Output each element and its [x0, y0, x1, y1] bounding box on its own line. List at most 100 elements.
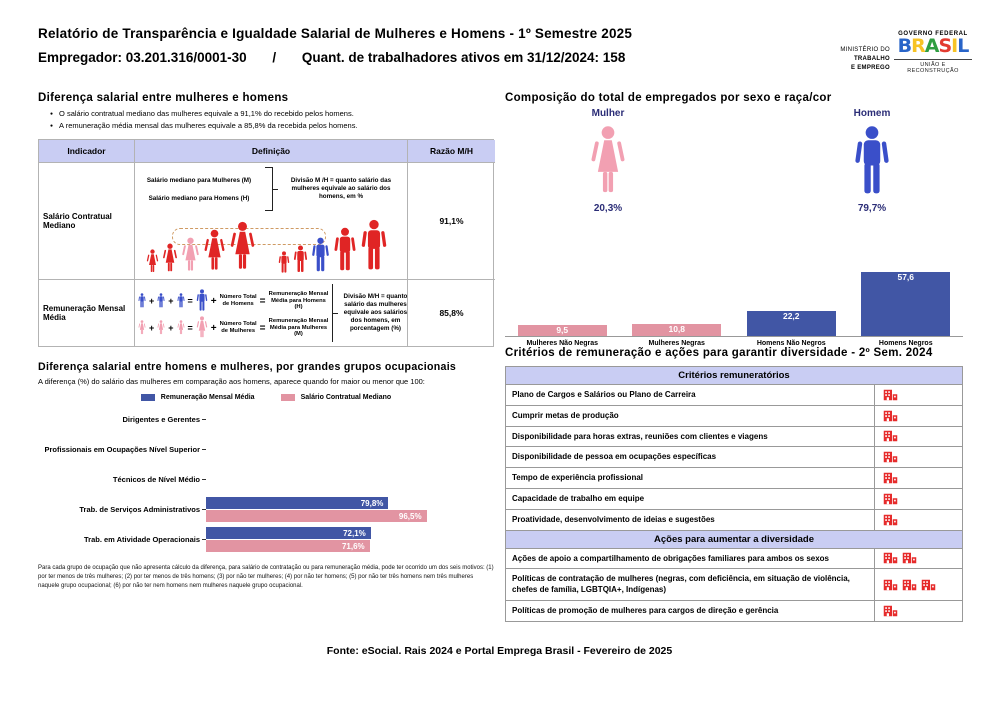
woman-figure-icon — [146, 249, 159, 272]
occupational-row: Dirigentes e Gerentes — [38, 407, 494, 432]
criteria-section1-header: Critérios remuneratórios — [506, 367, 962, 384]
brasil-letter: I — [951, 35, 958, 57]
indicator-mean-remuneration: Remuneração Mensal Média — [39, 279, 134, 346]
legend-swatch-pink — [280, 394, 295, 401]
company-building-icon — [883, 389, 898, 401]
man-figure-icon — [176, 293, 185, 308]
woman-figure-icon — [176, 320, 185, 335]
company-building-icon — [883, 605, 898, 617]
ratio-mean-remuneration: 85,8% — [407, 279, 495, 346]
male-percentage: 79,7% — [857, 203, 887, 214]
col-header-definicao: Definição — [134, 140, 407, 162]
bar-value-label: 96,5% — [398, 511, 422, 521]
woman-figure-icon — [138, 320, 146, 335]
gov-federal-logo: GOVERNO FEDERAL BRASIL UNIÃO E RECONSTRU… — [894, 31, 972, 74]
criteria-company-icons — [874, 468, 962, 488]
report-header: Relatório de Transparência e Igualdade S… — [38, 26, 632, 65]
indicator-table: Indicador Definição Razão M/H Salário Co… — [38, 139, 495, 347]
man-figure-icon-median — [312, 237, 329, 272]
company-building-icon — [883, 553, 898, 564]
bar-plot-area: 10,8 — [619, 258, 734, 337]
occupational-bar-blue — [206, 407, 446, 419]
company-building-icon — [883, 514, 898, 525]
median-men-line: Salário mediano para Homens (H) — [148, 194, 250, 202]
criteria-row: Ações de apoio a compartilhamento de obr… — [506, 547, 962, 569]
criteria-company-icons — [874, 548, 962, 569]
occupational-bars — [206, 407, 446, 432]
criteria-label: Disponibilidade de pessoa em ocupações e… — [512, 452, 717, 462]
woman-figure-icon — [162, 243, 178, 272]
criteria-label: Cumprir metas de produção — [512, 410, 619, 420]
section-title-salary-gap: Diferença salarial entre mulheres e home… — [38, 92, 289, 104]
criteria-company-icons — [874, 426, 962, 447]
bar-value-label: 10,8 — [668, 323, 686, 334]
criteria-row: Políticas de contratação de mulheres (ne… — [506, 568, 962, 600]
report-subtitle: Empregador: 03.201.316/0001-30 / Quant. … — [38, 50, 632, 65]
criteria-label: Proatividade, desenvolvimento de ideias … — [512, 514, 715, 524]
employer-id: Empregador: 03.201.316/0001-30 — [38, 50, 247, 65]
bar-value-label: 72,1% — [343, 528, 366, 538]
occupational-bar-blue — [206, 467, 446, 479]
occupational-category-label: Técnicos de Nível Médio — [38, 475, 206, 484]
ratio-median-salary: 91,1% — [407, 162, 495, 279]
occupational-footnote: Para cada grupo de ocupação que não apre… — [38, 565, 494, 589]
occupational-bar-blue — [206, 437, 446, 449]
brasil-letter: L — [957, 35, 969, 57]
col-header-razao: Razão M/H — [407, 140, 495, 162]
criteria-row: Proatividade, desenvolvimento de ideias … — [506, 508, 962, 530]
legend-item-salario: Salário Contratual Mediano — [280, 394, 391, 401]
brasil-letter: S — [938, 35, 952, 57]
occupational-row: Profissionais em Ocupações Nível Superio… — [38, 437, 494, 462]
criteria-label: Ações de apoio a compartilhamento de obr… — [512, 553, 829, 563]
population-pictogram — [138, 215, 404, 275]
men-result-label: Remuneração Mensal Média para Homens (H) — [268, 291, 329, 311]
bar-category-label: Homens Negros — [878, 340, 933, 347]
company-building-icon — [883, 410, 898, 421]
col-header-indicador: Indicador — [39, 140, 134, 162]
company-building-icon — [883, 472, 898, 484]
criteria-company-icons — [874, 405, 962, 426]
occupational-bars: 79,8% 96,5% — [206, 497, 446, 522]
ministry-line2: TRABALHO — [853, 56, 890, 62]
criteria-label: Capacidade de trabalho em equipe — [512, 493, 645, 503]
woman-figure-icon-large — [196, 316, 208, 338]
section-title-occupational: Diferença salarial entre homens e mulher… — [38, 361, 457, 373]
criteria-label: Tempo de experiência profissional — [512, 473, 643, 483]
man-figure-icon — [157, 293, 165, 308]
bar-blue: 22,2 — [746, 311, 836, 336]
brasil-wordmark: BRASIL — [894, 35, 972, 57]
criteria-row: Cumprir metas de produção — [506, 404, 962, 426]
bar-plot-area: 22,2 — [734, 258, 849, 337]
bar-plot-area: 57,6 — [848, 258, 963, 337]
occupational-category-label: Profissionais em Ocupações Nível Superio… — [38, 445, 206, 454]
criteria-company-icons — [874, 569, 962, 600]
criteria-company-icons — [874, 488, 962, 509]
occupational-bar-pink: 96,5% — [206, 510, 427, 522]
bar-category-label: Homens Não Negros — [756, 340, 826, 347]
bar-pink: 10,8 — [632, 323, 722, 336]
occupational-bars: 72,1% 71,6% — [206, 527, 446, 552]
legend-item-remuneracao: Remuneração Mensal Média — [140, 394, 255, 401]
man-figure-icon-large — [196, 289, 208, 311]
report-title: Relatório de Transparência e Igualdade S… — [38, 26, 633, 41]
occupational-category-label: Trab. em Atividade Operacionais — [38, 535, 206, 544]
woman-figure-icon — [204, 229, 225, 270]
median-highlight-box — [172, 228, 326, 245]
race-composition-bar-chart: 9,5 Mulheres Não Negras 10,8 Mulheres Negra… — [505, 258, 963, 347]
bar-value-label: 79,8% — [360, 498, 384, 508]
company-building-icon — [883, 579, 898, 590]
men-count-label: Número Total de Homens — [219, 294, 257, 307]
sex-pictogram-chart: Mulher 20,3% Homem 79,7% — [505, 108, 963, 256]
man-pictogram-icon — [855, 126, 889, 194]
woman-figure-icon-median — [182, 237, 199, 271]
bar-blue: 57,6 — [861, 271, 951, 336]
bar-value-label: 71,6% — [341, 541, 365, 551]
composition-bar-column: 10,8 Mulheres Negras — [619, 258, 734, 347]
man-figure-icon — [361, 219, 387, 270]
mean-division-note: Divisão M/H = quanto salário das mulhere… — [343, 292, 408, 333]
composition-bar-column: 57,6 Homens Negros — [848, 258, 963, 347]
section-title-criteria: Critérios de remuneração e ações para ga… — [505, 347, 933, 359]
criteria-company-icons — [874, 600, 962, 621]
criteria-label: Disponibilidade para horas extras, reuni… — [512, 431, 768, 441]
occupational-bar-blue: 72,1% — [206, 527, 371, 539]
